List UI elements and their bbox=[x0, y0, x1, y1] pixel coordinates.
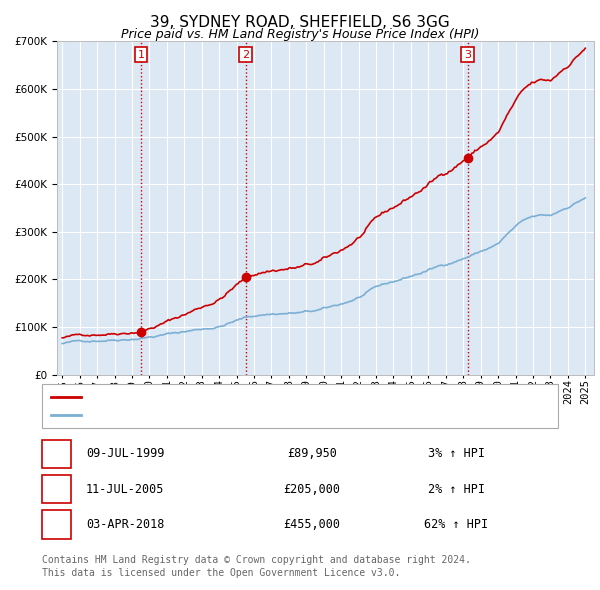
Text: 2: 2 bbox=[53, 483, 60, 496]
Text: 03-APR-2018: 03-APR-2018 bbox=[86, 518, 164, 531]
Text: 09-JUL-1999: 09-JUL-1999 bbox=[86, 447, 164, 460]
Text: 3: 3 bbox=[53, 518, 60, 531]
Text: This data is licensed under the Open Government Licence v3.0.: This data is licensed under the Open Gov… bbox=[42, 568, 400, 578]
Text: Price paid vs. HM Land Registry's House Price Index (HPI): Price paid vs. HM Land Registry's House … bbox=[121, 28, 479, 41]
Text: 2: 2 bbox=[242, 50, 249, 60]
Text: 1: 1 bbox=[137, 50, 145, 60]
Text: 11-JUL-2005: 11-JUL-2005 bbox=[86, 483, 164, 496]
Text: 62% ↑ HPI: 62% ↑ HPI bbox=[424, 518, 488, 531]
Text: £205,000: £205,000 bbox=[284, 483, 341, 496]
Text: £89,950: £89,950 bbox=[287, 447, 337, 460]
Text: 3% ↑ HPI: 3% ↑ HPI bbox=[427, 447, 485, 460]
Text: 39, SYDNEY ROAD, SHEFFIELD, S6 3GG (detached house): 39, SYDNEY ROAD, SHEFFIELD, S6 3GG (deta… bbox=[87, 390, 451, 404]
Text: HPI: Average price, detached house, Sheffield: HPI: Average price, detached house, Shef… bbox=[87, 409, 407, 422]
Text: 3: 3 bbox=[464, 50, 471, 60]
Text: Contains HM Land Registry data © Crown copyright and database right 2024.: Contains HM Land Registry data © Crown c… bbox=[42, 555, 471, 565]
Text: 2% ↑ HPI: 2% ↑ HPI bbox=[427, 483, 485, 496]
Text: 1: 1 bbox=[53, 447, 60, 460]
Text: 39, SYDNEY ROAD, SHEFFIELD, S6 3GG: 39, SYDNEY ROAD, SHEFFIELD, S6 3GG bbox=[150, 15, 450, 30]
Text: £455,000: £455,000 bbox=[284, 518, 341, 531]
